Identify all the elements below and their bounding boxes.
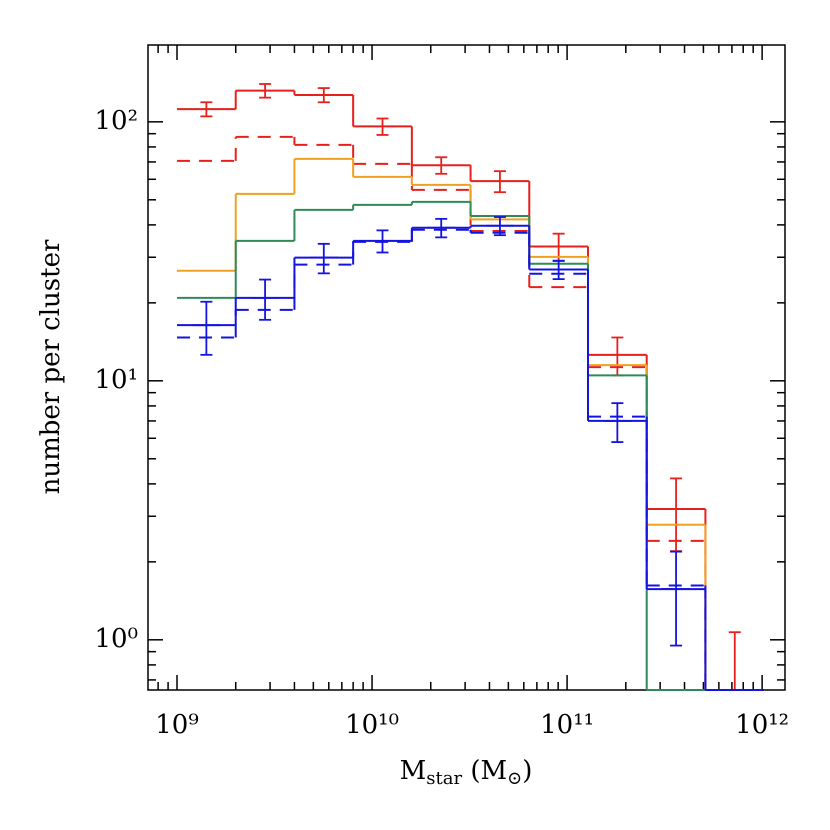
x-tick-label: 10¹² bbox=[735, 710, 789, 740]
x-label-sub: ⊙ bbox=[507, 768, 522, 789]
y-tick-label: 10² bbox=[94, 106, 138, 136]
plot-frame bbox=[147, 44, 786, 691]
x-axis-label: Mstar (M⊙) bbox=[400, 756, 533, 789]
x-tick-label: 10⁹ bbox=[155, 710, 199, 740]
y-tick-label: 10¹ bbox=[94, 365, 138, 395]
x-label-part: M bbox=[400, 756, 427, 786]
x-label-part: (M bbox=[462, 756, 507, 786]
y-tick-label: 10⁰ bbox=[94, 624, 138, 654]
x-tick-label: 10¹⁰ bbox=[345, 710, 399, 740]
x-tick-label: 10¹¹ bbox=[540, 710, 594, 740]
x-label-part: ) bbox=[522, 756, 532, 786]
y-axis-label: number per cluster bbox=[36, 239, 66, 494]
x-label-sub: star bbox=[426, 768, 462, 789]
